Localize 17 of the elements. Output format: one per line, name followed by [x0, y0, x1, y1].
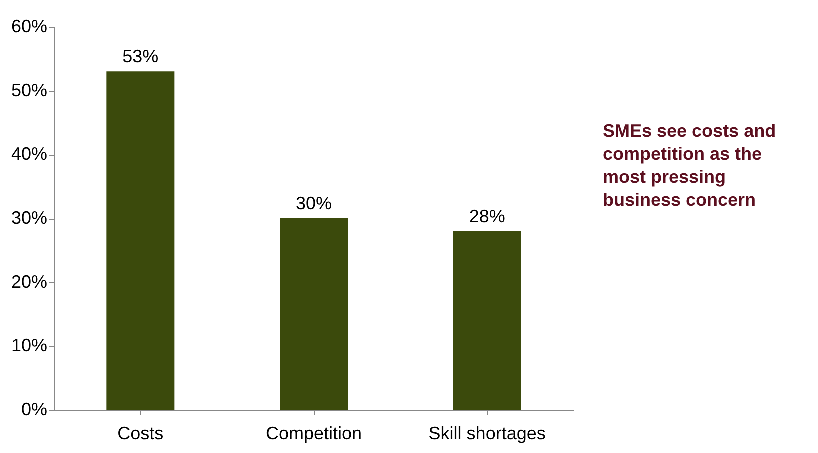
- y-tick-label: 10%: [11, 336, 48, 356]
- bar: [453, 231, 522, 410]
- y-tick-label: 0%: [21, 400, 48, 420]
- y-tick-label: 50%: [11, 80, 48, 100]
- bar: [280, 218, 348, 410]
- text: SMEs see costs and competition as the most pressing business concern: [603, 120, 778, 212]
- data-label: 53%: [122, 46, 159, 67]
- x-tick-label: Competition: [266, 424, 362, 444]
- y-tick-label: 60%: [11, 16, 48, 36]
- data-label: 28%: [469, 206, 506, 226]
- bar: [106, 72, 175, 410]
- y-tick-label: 30%: [11, 208, 48, 228]
- y-tick-label: 40%: [11, 144, 48, 164]
- y-tick-label: 20%: [11, 272, 48, 292]
- x-tick-label: Skill shortages: [428, 424, 546, 444]
- x-tick-label: Costs: [118, 424, 164, 444]
- data-label: 30%: [296, 194, 332, 214]
